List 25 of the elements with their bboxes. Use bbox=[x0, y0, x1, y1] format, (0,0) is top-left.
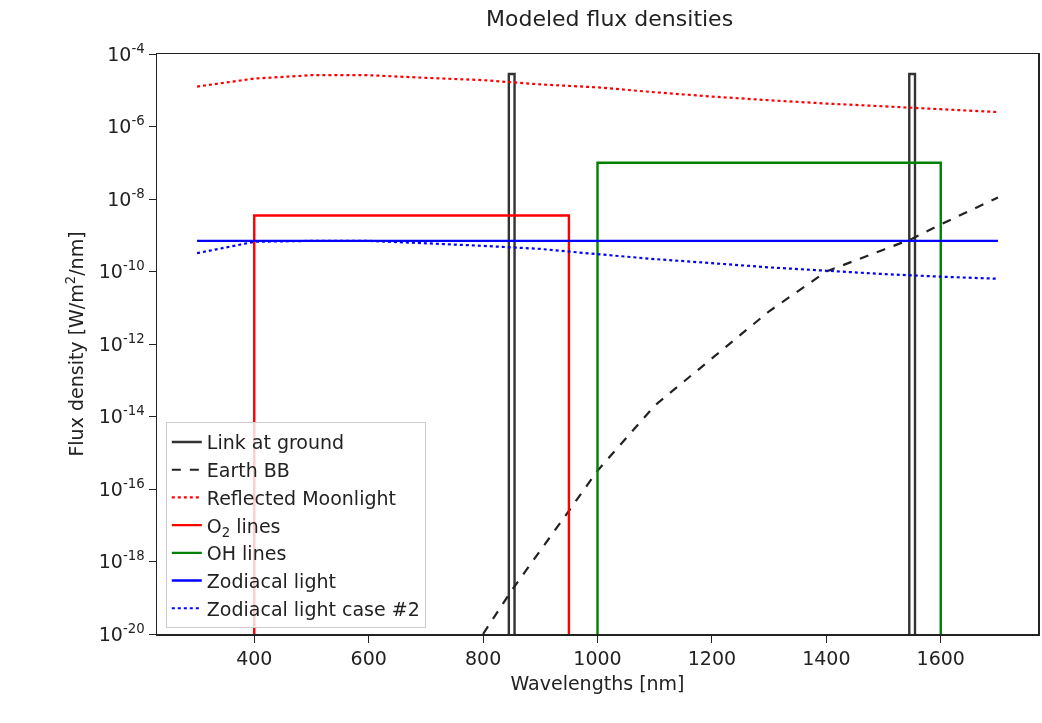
x-tick-label: 400 bbox=[236, 647, 273, 670]
legend-label: OH lines bbox=[206, 542, 287, 565]
x-tick-label: 1600 bbox=[916, 647, 965, 670]
y-tick-label: 10$^{-18}$ bbox=[98, 548, 145, 573]
y-tick-label: 10$^{-20}$ bbox=[98, 620, 145, 645]
y-tick-label: 10$^{-16}$ bbox=[98, 475, 145, 500]
legend-label: Reflected Moonlight bbox=[206, 486, 396, 509]
x-axis-title: Wavelengths [nm] bbox=[510, 671, 685, 694]
legend-label: Zodiacal light bbox=[206, 569, 336, 592]
chart-title: Modeled flux densities bbox=[486, 6, 734, 32]
y-tick-label: 10$^{-10}$ bbox=[98, 258, 145, 283]
legend-label: O$_{2}$ lines bbox=[206, 514, 281, 540]
y-tick-label: 10$^{-8}$ bbox=[107, 185, 145, 210]
x-tick-label: 1000 bbox=[573, 647, 622, 670]
legend-label: Earth BB bbox=[206, 459, 290, 482]
y-tick-label: 10$^{-6}$ bbox=[107, 113, 145, 138]
x-tick-label: 600 bbox=[350, 647, 387, 670]
y-tick-label: 10$^{-12}$ bbox=[98, 330, 145, 355]
legend-label: Zodiacal light case #2 bbox=[206, 597, 420, 620]
x-tick-label: 1200 bbox=[687, 647, 737, 670]
x-tick-label: 800 bbox=[464, 647, 502, 670]
legend-label: Link at ground bbox=[206, 431, 345, 454]
y-tick-label: 10$^{-4}$ bbox=[107, 40, 145, 65]
y-tick-label: 10$^{-14}$ bbox=[98, 403, 145, 428]
x-tick-label: 1400 bbox=[802, 647, 851, 670]
